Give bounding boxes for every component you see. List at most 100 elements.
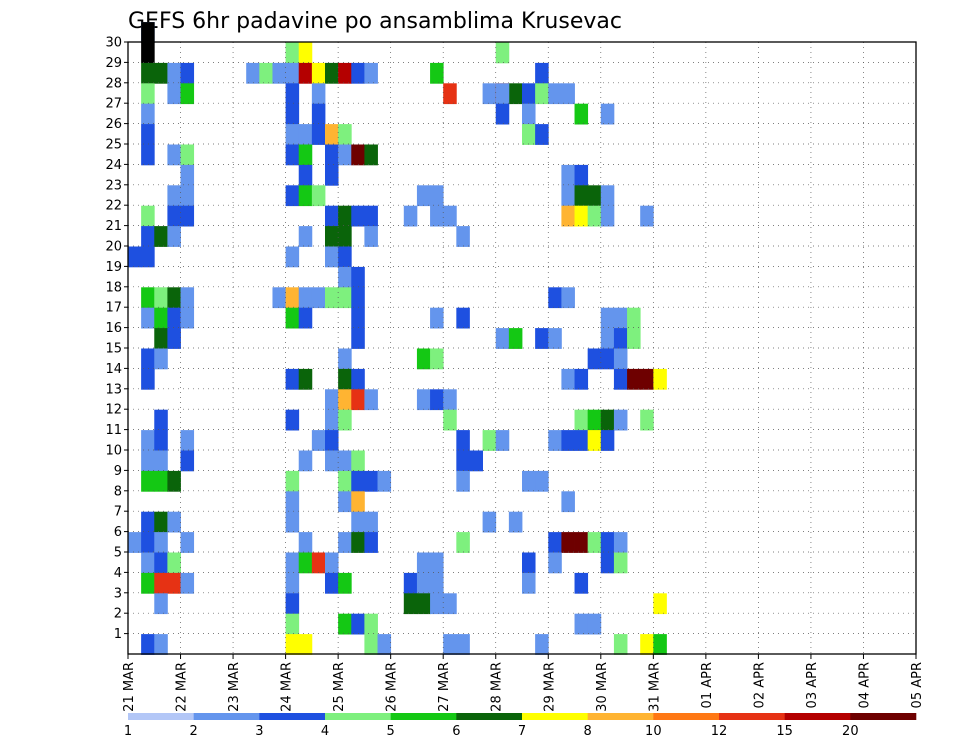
heatmap-cell <box>561 287 575 309</box>
heatmap-cell <box>285 552 300 574</box>
heatmap-cell <box>285 491 300 513</box>
heatmap-cell <box>180 144 195 166</box>
heatmap-cell <box>640 409 654 431</box>
heatmap-cell <box>522 124 536 145</box>
heatmap-cell <box>180 83 195 105</box>
colorbar-label: 6 <box>452 724 460 739</box>
colorbar-segment <box>325 713 391 720</box>
heatmap-cell <box>430 62 444 84</box>
colorbar-label: 1 <box>124 724 132 739</box>
colorbar-segment <box>784 713 851 720</box>
heatmap-cell <box>154 634 168 655</box>
heatmap-cell <box>141 205 155 227</box>
colorbar-label: 4 <box>321 724 329 739</box>
heatmap-cell <box>364 226 378 247</box>
heatmap-cell <box>351 307 365 329</box>
heatmap-cell <box>574 532 589 553</box>
heatmap-cell <box>600 185 615 207</box>
heatmap-cell <box>600 532 615 553</box>
colorbar-label: 3 <box>255 724 263 739</box>
heatmap-cell <box>443 83 457 105</box>
heatmap-cell <box>574 409 589 431</box>
heatmap-cell <box>587 613 602 635</box>
heatmap-cell <box>613 328 628 349</box>
heatmap-cell <box>311 62 326 84</box>
heatmap-cell <box>311 83 326 105</box>
heatmap-cell <box>613 552 628 574</box>
heatmap-cell <box>298 42 313 64</box>
heatmap-cell <box>613 532 628 553</box>
heatmap-cell <box>351 287 365 309</box>
x-tick-label: 26 MAR <box>385 662 400 712</box>
y-tick-label: 15 <box>105 342 122 357</box>
heatmap-cell <box>416 572 431 594</box>
heatmap-cell <box>456 450 470 472</box>
heatmap-cells <box>128 22 667 655</box>
heatmap-cell <box>574 430 589 451</box>
heatmap-cell <box>627 328 641 349</box>
x-tick-label: 24 MAR <box>280 662 295 712</box>
heatmap-cell <box>298 164 313 186</box>
heatmap-cell <box>298 144 313 166</box>
heatmap-cell <box>522 83 536 105</box>
heatmap-cell <box>574 205 589 227</box>
heatmap-cell <box>443 389 457 411</box>
heatmap-cell <box>180 572 195 594</box>
heatmap-cell <box>574 185 589 207</box>
heatmap-cell <box>167 62 181 84</box>
x-tick-label: 29 MAR <box>542 662 557 712</box>
heatmap-cell <box>167 552 181 574</box>
heatmap-cell <box>311 552 326 574</box>
heatmap-cell <box>154 348 168 370</box>
heatmap-cell <box>298 124 313 145</box>
heatmap-cell <box>574 572 589 594</box>
heatmap-cell <box>285 470 300 492</box>
heatmap-cell <box>600 348 615 370</box>
heatmap-cell <box>298 287 313 309</box>
heatmap-cell <box>285 287 300 309</box>
heatmap-cell <box>285 185 300 207</box>
y-tick-label: 8 <box>114 484 122 499</box>
x-tick-label: 03 APR <box>805 662 820 708</box>
heatmap-cell <box>600 205 615 227</box>
heatmap-cell <box>325 430 339 451</box>
heatmap-cell <box>167 328 181 349</box>
y-tick-label: 17 <box>105 301 122 316</box>
heatmap-cell <box>180 532 195 553</box>
heatmap-cell <box>141 62 155 84</box>
heatmap-cell <box>141 287 155 309</box>
heatmap-cell <box>640 205 654 227</box>
colorbar-segment <box>128 713 194 720</box>
x-tick-label: 30 MAR <box>595 662 610 712</box>
heatmap-cell <box>430 307 444 329</box>
heatmap-cell <box>246 62 260 84</box>
y-tick-label: 30 <box>105 36 122 51</box>
heatmap-cell <box>338 368 352 390</box>
heatmap-cell <box>535 124 549 145</box>
y-tick-label: 29 <box>105 56 122 71</box>
y-axis: 1234567891011121314151617181920212223242… <box>105 36 128 642</box>
heatmap-cell <box>443 205 457 227</box>
heatmap-cell <box>141 22 155 43</box>
heatmap-cell <box>535 470 549 492</box>
heatmap-cell <box>416 389 431 411</box>
heatmap-cell <box>154 572 168 594</box>
heatmap-cell <box>141 307 155 329</box>
heatmap-cell <box>482 430 497 451</box>
heatmap-cell <box>600 409 615 431</box>
heatmap-cell <box>338 287 352 309</box>
heatmap-cell <box>561 532 575 553</box>
heatmap-cell <box>167 470 181 492</box>
heatmap-cell <box>141 470 155 492</box>
heatmap-cell <box>351 62 365 84</box>
x-tick-label: 01 APR <box>700 662 715 708</box>
heatmap-cell <box>167 287 181 309</box>
heatmap-cell <box>141 450 155 472</box>
heatmap-cell <box>167 511 181 533</box>
heatmap-cell <box>167 226 181 247</box>
heatmap-cell <box>561 491 575 513</box>
heatmap-cell <box>653 634 667 655</box>
heatmap-cell <box>325 552 339 574</box>
heatmap-cell <box>535 62 549 84</box>
colorbar-segment <box>850 713 917 720</box>
